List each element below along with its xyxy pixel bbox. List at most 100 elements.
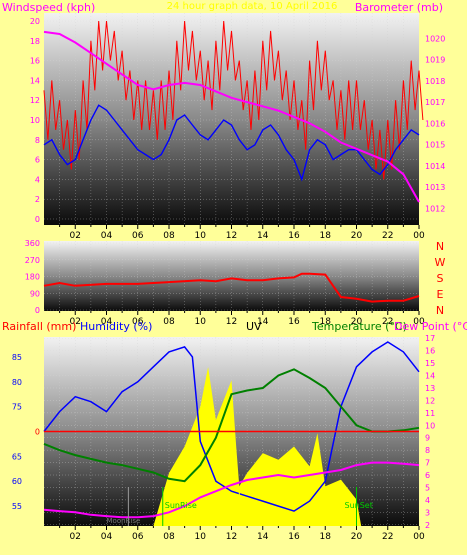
wind-left-title: Windspeed (kph) <box>2 1 95 14</box>
x-tick-label: 02 <box>70 532 81 542</box>
x-tick-label: 22 <box>382 532 393 542</box>
wind-direction-line <box>43 272 420 303</box>
y-tick-label: 1014 <box>425 162 445 171</box>
y-tick-label: 3 <box>425 508 430 517</box>
uv-label: UV <box>246 320 262 333</box>
x-tick-label: 20 <box>351 532 363 542</box>
y-tick-label: 65 <box>12 452 22 461</box>
y-tick-label: 85 <box>12 353 22 362</box>
x-tick-label: 04 <box>101 532 113 542</box>
y-tick-label: 0 <box>35 306 40 315</box>
y-tick-label: 1018 <box>425 77 445 86</box>
x-tick-label: 18 <box>320 317 332 327</box>
wind-series <box>43 20 424 203</box>
x-tick-label: 20 <box>351 231 363 241</box>
y-tick-label: 8 <box>35 136 40 145</box>
wind-center-title: 24 hour graph data, 10 April 2016 <box>167 1 338 12</box>
x-tick-label: 00 <box>413 231 425 241</box>
x-tick-label: 06 <box>132 317 144 327</box>
y-tick-label: 9 <box>425 434 430 443</box>
y-tick-label: 180 <box>25 273 40 282</box>
y-tick-label: 270 <box>25 256 40 265</box>
wind-grid <box>44 13 419 225</box>
y-tick-label: 1013 <box>425 183 445 192</box>
direction-axes: 0 90 180 270 360 02 04 06 08 10 12 14 16 18 20 22 00 <box>25 239 425 327</box>
temperature-axes: 0 55 60 65 75 80 85 2 3 4 5 6 7 8 9 10 11 12 13 14 15 16 17 02 0… <box>12 334 435 542</box>
sun-moon-markers: SunRise SunSet Moon Set MoonRise <box>107 487 373 526</box>
x-tick-label: 08 <box>163 317 175 327</box>
y-tick-label: 80 <box>12 378 22 387</box>
x-tick-label: 00 <box>413 532 425 542</box>
y-tick-label: 1017 <box>425 98 445 107</box>
dew-point-label: Dew Point (°C) <box>394 320 467 333</box>
y-tick-label: 1019 <box>425 56 445 65</box>
x-tick-label: 06 <box>132 532 144 542</box>
direction-series <box>43 272 420 303</box>
x-tick-label: 14 <box>257 532 269 542</box>
x-tick-label: 02 <box>70 317 81 327</box>
y-tick-label: 17 <box>425 334 435 343</box>
x-tick-label: 16 <box>288 532 300 542</box>
x-tick-label: 14 <box>257 317 269 327</box>
sunset-marker-label: SunSet <box>345 501 373 510</box>
y-tick-label: 55 <box>12 502 22 511</box>
direction-grid <box>44 241 419 311</box>
y-tick-label: 1012 <box>425 204 445 213</box>
x-tick-label: 12 <box>226 532 237 542</box>
y-tick-label: 4 <box>35 175 40 184</box>
rainfall-label: Rainfall (mm) <box>2 320 76 333</box>
x-tick-label: 22 <box>382 317 393 327</box>
y-tick-label: 75 <box>12 403 22 412</box>
y-tick-label: 0 <box>35 215 40 224</box>
dew-point-line <box>43 461 420 519</box>
y-tick-label: 14 <box>30 76 40 85</box>
y-tick-label: 360 <box>25 239 40 248</box>
compass-letter: N <box>436 304 444 317</box>
compass-letter: S <box>437 272 444 285</box>
x-tick-label: 22 <box>382 231 393 241</box>
moonset-marker-label: Moon Set <box>227 516 264 525</box>
temperature-panel: 0 55 60 65 75 80 85 2 3 4 5 6 7 8 9 10 11 12 13 14 15 16 17 02 0… <box>2 320 467 542</box>
y-tick-label: 11 <box>425 409 435 418</box>
y-tick-label: 60 <box>12 477 22 486</box>
y-tick-label: 2 <box>35 195 40 204</box>
x-tick-label: 08 <box>163 231 175 241</box>
wind-axes: 0246810121416182010121013101410151016101… <box>30 17 446 241</box>
x-tick-label: 10 <box>195 317 207 327</box>
y-tick-label: 20 <box>30 17 40 26</box>
y-tick-label: 6 <box>35 156 40 165</box>
sunrise-marker-label: SunRise <box>165 501 197 510</box>
y-tick-label: 1016 <box>425 119 445 128</box>
y-tick-label: 16 <box>30 57 40 66</box>
compass-letter: E <box>437 288 444 301</box>
x-tick-label: 16 <box>288 231 300 241</box>
x-tick-label: 14 <box>257 231 269 241</box>
compass-letter: N <box>436 240 444 253</box>
y-tick-label: 6 <box>425 471 430 480</box>
y-tick-label: 18 <box>30 37 40 46</box>
y-tick-label: 10 <box>425 421 435 430</box>
y-tick-label: 14 <box>425 372 435 381</box>
x-tick-label: 04 <box>101 317 113 327</box>
solar-area <box>44 367 419 526</box>
x-tick-label: 10 <box>195 532 207 542</box>
x-tick-label: 00 <box>413 317 425 327</box>
rain-tick-label: 0 <box>35 428 40 437</box>
x-tick-label: 18 <box>320 532 332 542</box>
x-tick-label: 10 <box>195 231 207 241</box>
x-tick-label: 12 <box>226 317 237 327</box>
x-tick-label: 08 <box>163 532 175 542</box>
x-tick-label: 16 <box>288 317 300 327</box>
x-tick-label: 04 <box>101 231 113 241</box>
temperature-series <box>43 341 420 526</box>
moonrise-marker-label: MoonRise <box>107 517 141 525</box>
y-tick-label: 1015 <box>425 141 445 150</box>
temperature-label: Temperature (°C) <box>311 320 407 333</box>
humidity-line <box>43 341 420 512</box>
y-tick-label: 4 <box>425 496 430 505</box>
y-tick-label: 12 <box>425 396 435 405</box>
y-tick-label: 5 <box>425 483 430 492</box>
wind-right-title: Barometer (mb) <box>355 1 443 14</box>
x-tick-label: 06 <box>132 231 144 241</box>
y-tick-label: 7 <box>425 459 430 468</box>
